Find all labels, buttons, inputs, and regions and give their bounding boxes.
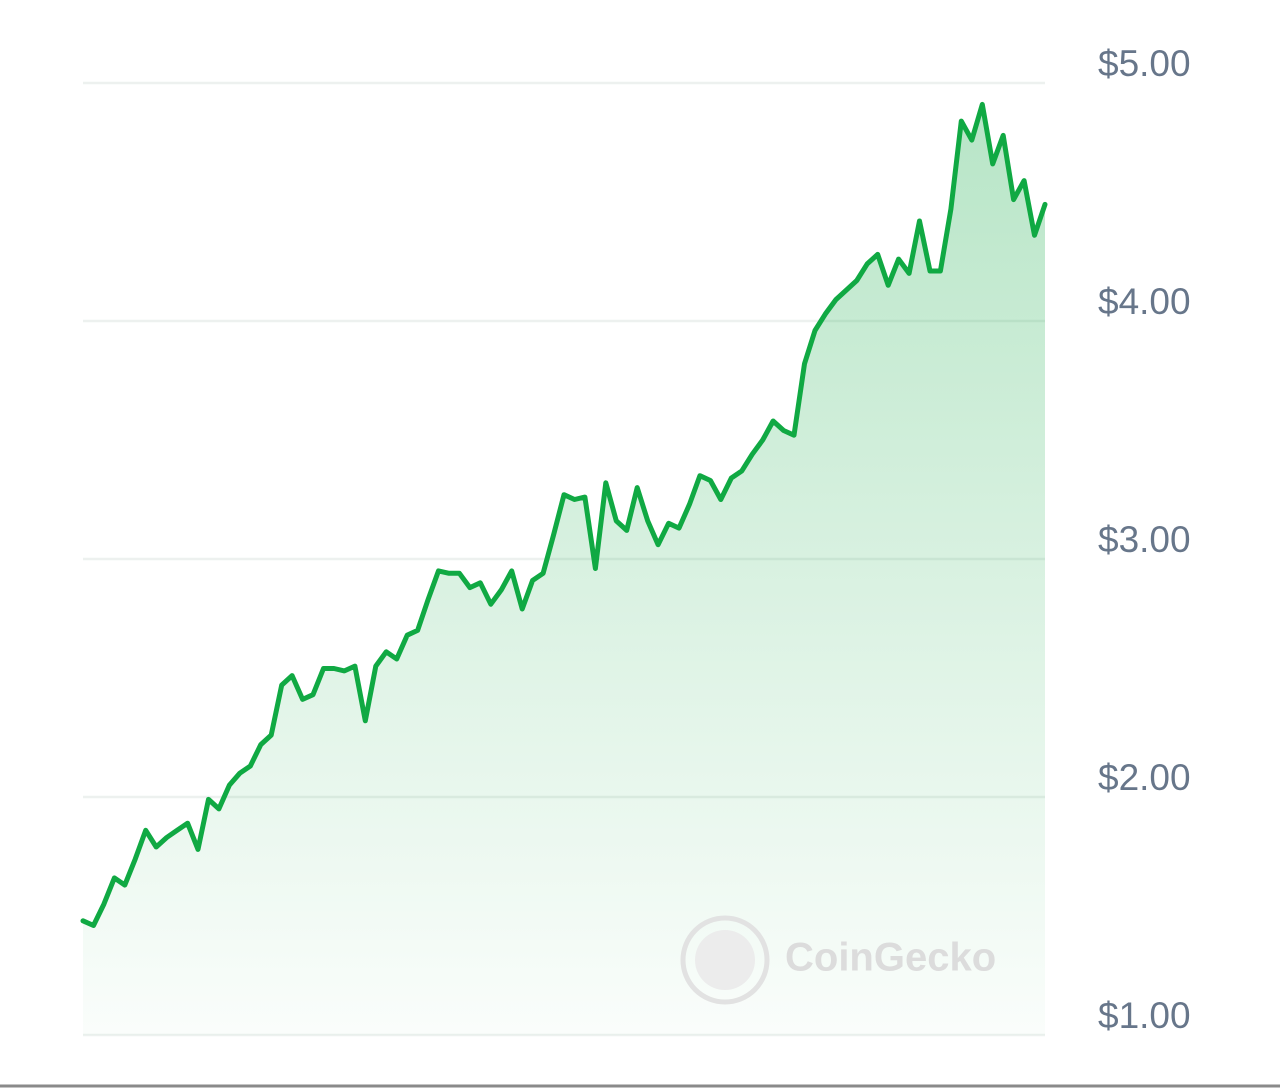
watermark: CoinGecko: [680, 915, 996, 1005]
y-tick-label: $4.00: [1098, 281, 1191, 322]
y-tick-label: $1.00: [1098, 995, 1191, 1036]
watermark-text: CoinGecko: [785, 936, 996, 980]
y-tick-label: $3.00: [1098, 519, 1191, 560]
y-tick-label: $5.00: [1098, 43, 1191, 84]
area: [83, 104, 1045, 1035]
line: [80, 101, 1048, 928]
watermark-logo: [680, 915, 770, 1005]
watermark-logo-inner: [695, 930, 755, 990]
y-tick-label: $2.00: [1098, 757, 1191, 798]
